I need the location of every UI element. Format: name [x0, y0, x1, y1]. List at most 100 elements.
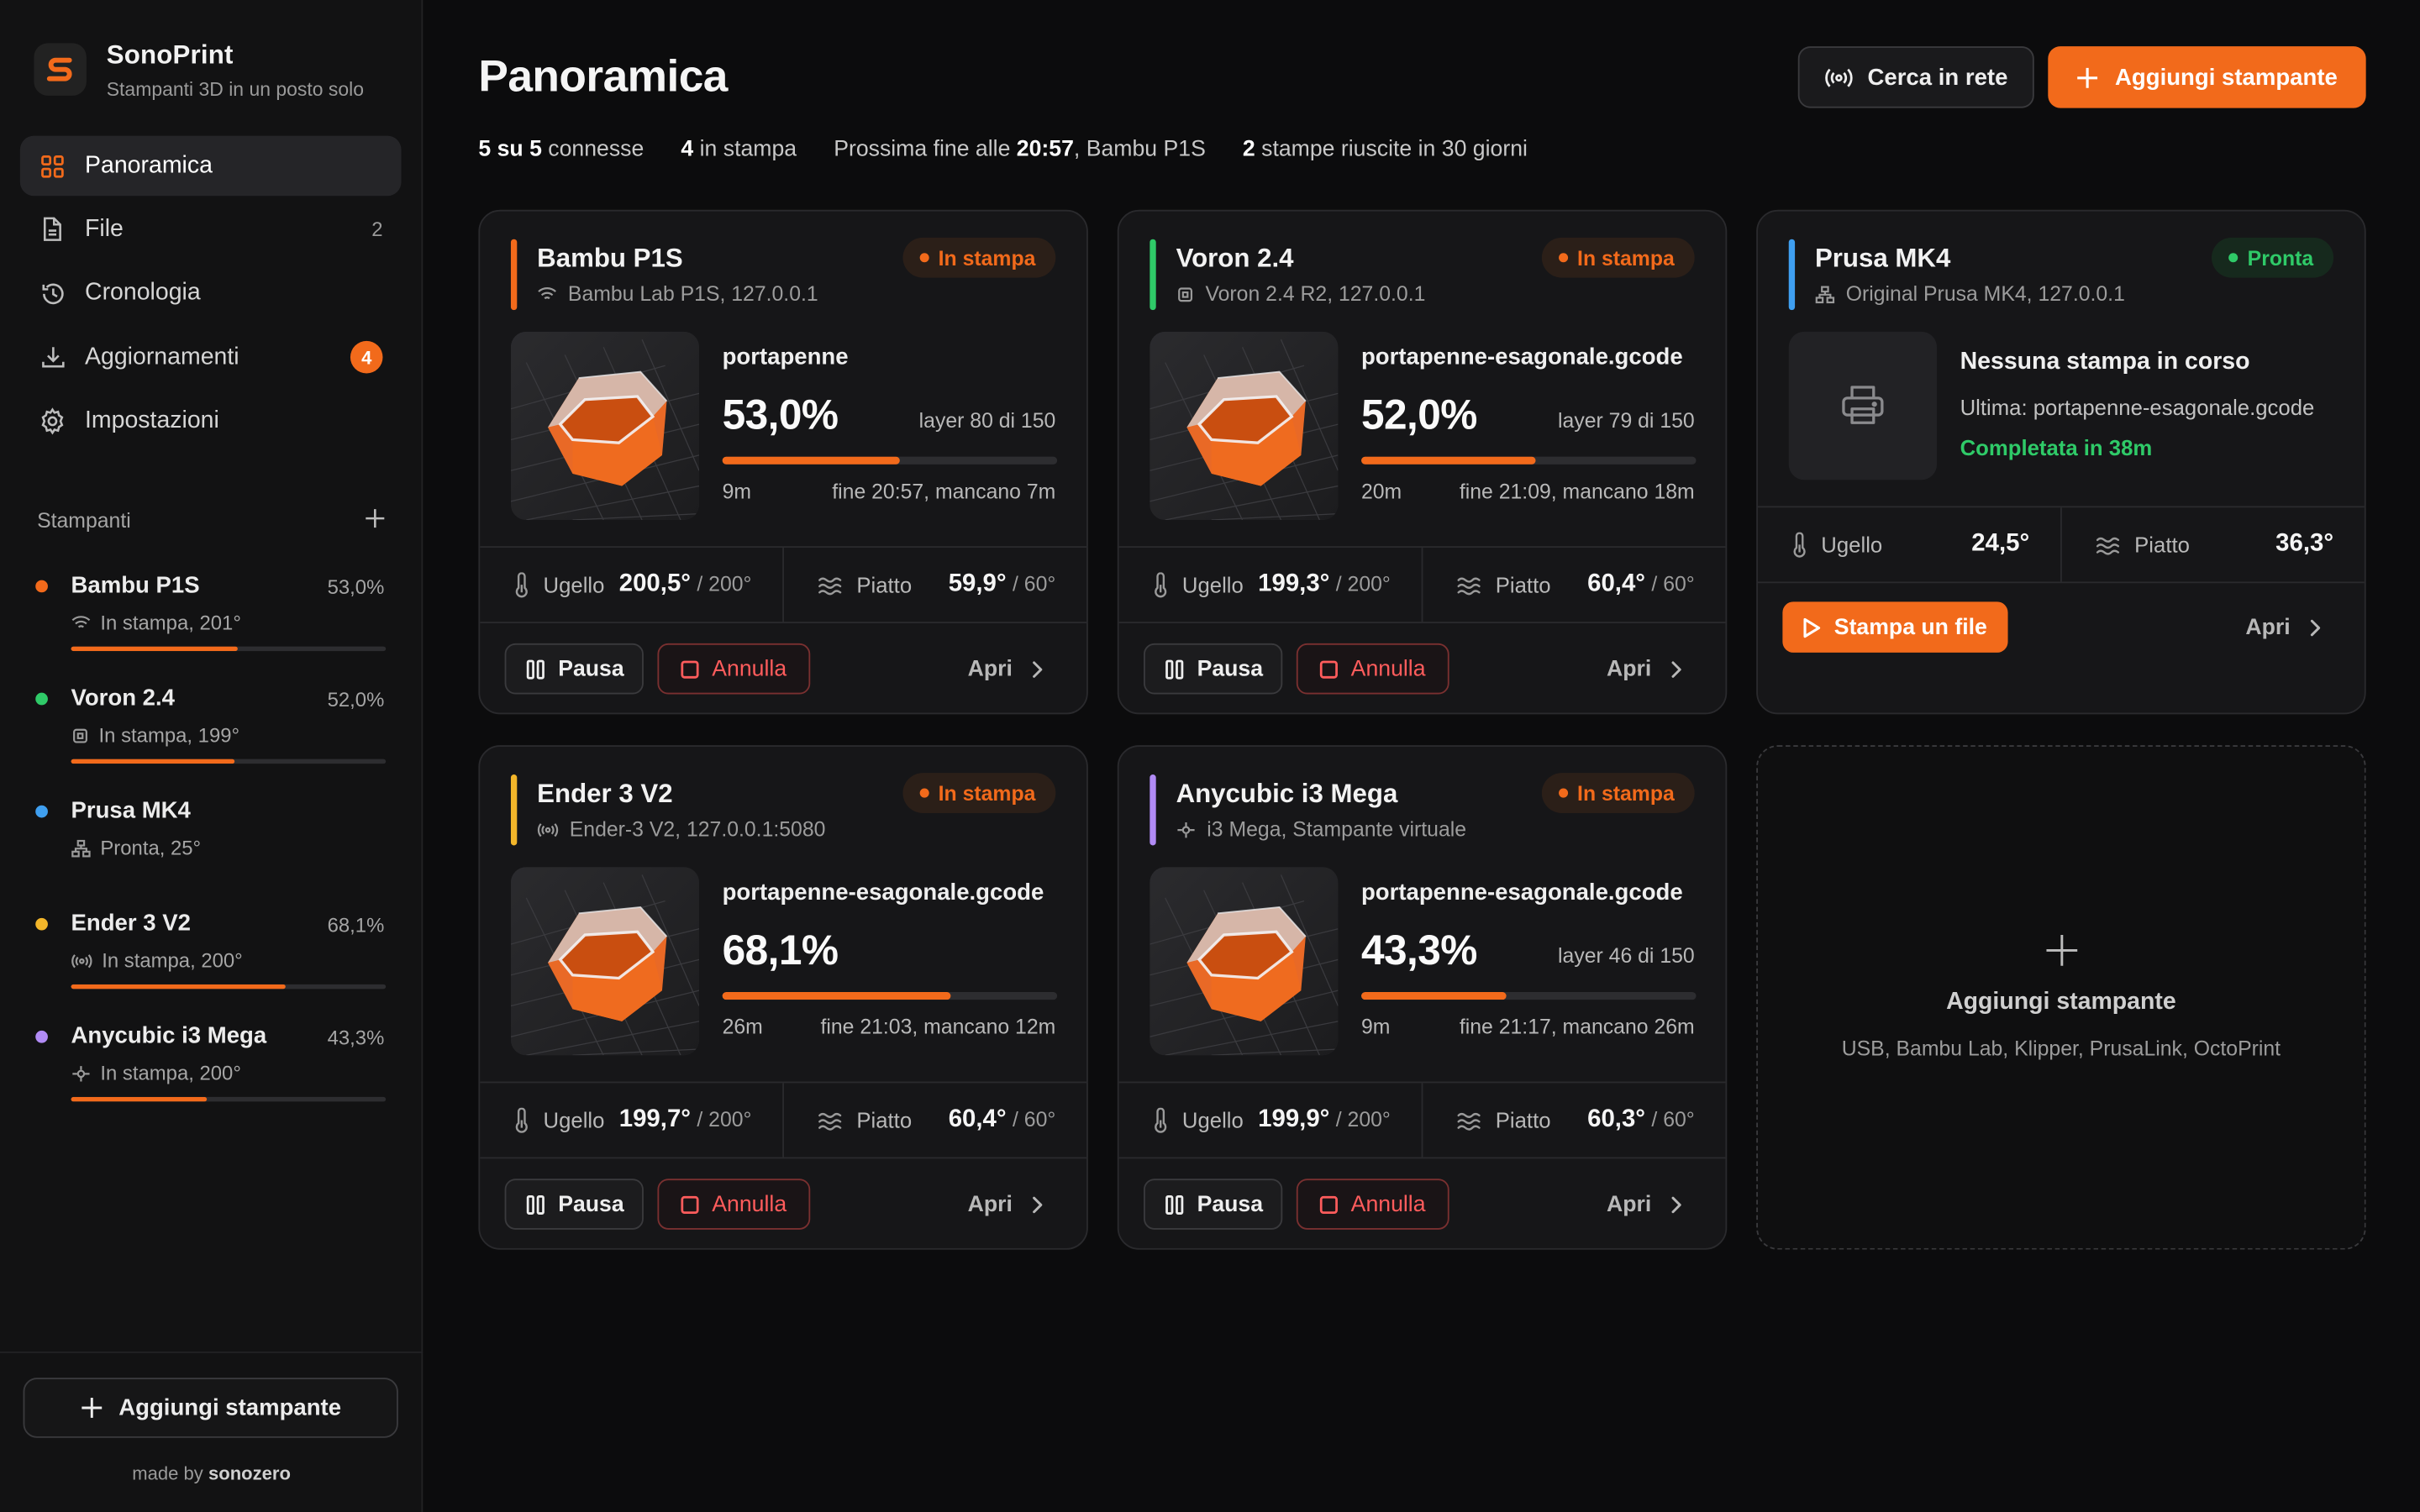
print-thumbnail: [1150, 867, 1339, 1056]
open-button[interactable]: Apri: [1607, 1179, 1682, 1230]
nozzle-temp: Ugello 199,7°/ 200°: [480, 1083, 782, 1157]
printer-progress-text: 52,0%: [327, 688, 385, 711]
status-dot: [35, 805, 48, 818]
sidebar-printer-prusa-mk4[interactable]: Prusa MK4 Pronta, 25°: [34, 793, 386, 906]
broadcast-icon: [1824, 67, 1854, 87]
stop-icon: [681, 659, 700, 678]
nav-item-impostazioni[interactable]: Impostazioni: [20, 391, 402, 452]
nav-label: Panoramica: [85, 151, 213, 179]
cancel-button[interactable]: Annulla: [657, 643, 811, 695]
job-eta: fine 21:17, mancano 26m: [1459, 1015, 1695, 1039]
nav-label: Cronologia: [85, 279, 201, 307]
nav-item-panoramica[interactable]: Panoramica: [19, 135, 402, 197]
printer-progress-text: 53,0%: [327, 575, 385, 599]
add-printer-button[interactable]: Aggiungi stampante: [2048, 46, 2366, 108]
pause-icon: [524, 658, 546, 680]
plus-icon: [2076, 66, 2100, 89]
sidebar-printer-voron-2-4[interactable]: Voron 2.4 52,0% In stampa, 199°: [34, 680, 387, 793]
nav-label: Impostazioni: [85, 407, 219, 434]
job-layer: layer 79 di 150: [1558, 408, 1695, 433]
job-eta: fine 21:03, mancano 12m: [820, 1015, 1056, 1039]
printer-icon: [1788, 331, 1938, 480]
temperatures: Ugello 199,3°/ 200° Piatto 60,4°/ 60°: [1118, 546, 1726, 624]
add-printer-card[interactable]: Aggiungi stampante USB, Bambu Lab, Klipp…: [1756, 745, 2366, 1250]
bed-temp: Piatto 60,4°/ 60°: [782, 1083, 1086, 1158]
last-job: Ultima: portapenne-esagonale.gcode: [1960, 395, 2315, 420]
job-layer: layer 46 di 150: [1558, 944, 1695, 968]
scan-network-button[interactable]: Cerca in rete: [1797, 46, 2034, 108]
printer-model: Bambu Lab P1S, 127.0.0.1: [537, 282, 818, 306]
printer-name: Ender 3 V2: [71, 910, 191, 937]
open-button[interactable]: Apri: [1607, 643, 1682, 695]
sidebar-printer-ender-3-v2[interactable]: Ender 3 V2 68,1% In stampa, 200°: [34, 906, 387, 1018]
nav-item-aggiornamenti[interactable]: Aggiornamenti 4: [20, 328, 402, 388]
add-card-subtitle: USB, Bambu Lab, Klipper, PrusaLink, Octo…: [1841, 1037, 2281, 1060]
heat-waves-icon: [1457, 575, 1481, 595]
nav-item-file[interactable]: File 2: [20, 200, 402, 260]
open-button[interactable]: Apri: [2245, 601, 2321, 653]
nozzle-temp: Ugello 24,5°: [1758, 507, 2060, 581]
job-elapsed: 9m: [1360, 1015, 1391, 1039]
printer-name[interactable]: Anycubic i3 Mega: [1176, 779, 1398, 809]
stop-icon: [1320, 1194, 1339, 1214]
job-progress-bar: [1360, 456, 1697, 465]
gear-icon: [39, 407, 66, 435]
printer-name[interactable]: Bambu P1S: [537, 244, 683, 274]
broadcast-icon: [71, 953, 92, 968]
printer-status: In stampa, 200°: [71, 949, 243, 972]
open-button[interactable]: Apri: [968, 643, 1044, 695]
card-actions: Pausa Annulla Apri: [1143, 643, 1695, 695]
network-icon: [1815, 285, 1835, 303]
printer-card-prusa-mk4: Prusa MK4 Original Prusa MK4, 127.0.0.1 …: [1756, 209, 2366, 715]
printer-name[interactable]: Voron 2.4: [1176, 244, 1294, 274]
open-button[interactable]: Apri: [968, 1179, 1044, 1230]
pause-button[interactable]: Pausa: [1143, 1179, 1283, 1230]
cancel-button[interactable]: Annulla: [1296, 643, 1449, 695]
printer-name: Voron 2.4: [71, 685, 176, 711]
nav-item-cronologia[interactable]: Cronologia: [20, 264, 402, 324]
bed-temp: Piatto 59,9°/ 60°: [782, 548, 1086, 622]
sidebar-printer-anycubic-i3-mega[interactable]: Anycubic i3 Mega 43,3% In stampa, 200°: [34, 1018, 387, 1131]
main-nav: Panoramica File 2 Cronologia Aggiorname: [19, 135, 402, 455]
job-file-name: portapenne-esagonale.gcode: [1360, 344, 1683, 370]
stat-printing: 4 in stampa: [681, 137, 797, 162]
chevron-right-icon: [2309, 618, 2322, 637]
pause-icon: [1163, 1194, 1185, 1215]
pause-icon: [524, 1194, 546, 1215]
printer-progress-bar: [71, 759, 387, 764]
cancel-button[interactable]: Annulla: [1296, 1179, 1449, 1230]
file-count: 2: [371, 218, 383, 242]
printer-progress-text: 43,3%: [327, 1026, 385, 1049]
stat-connected: 5 su 5 connesse: [478, 137, 644, 162]
app-tagline: Stampanti 3D in un posto solo: [106, 78, 365, 101]
plus-icon: [80, 1396, 103, 1420]
printer-name[interactable]: Prusa MK4: [1814, 244, 1951, 274]
printer-name[interactable]: Ender 3 V2: [537, 779, 673, 809]
virtual-icon: [71, 1063, 91, 1082]
print-file-button[interactable]: Stampa un file: [1782, 601, 2008, 653]
add-printer-plus-icon[interactable]: [364, 507, 386, 533]
pause-button[interactable]: Pausa: [1143, 643, 1283, 695]
heat-waves-icon: [1457, 1110, 1481, 1131]
brand[interactable]: SonoPrint Stampanti 3D in un posto solo: [34, 40, 364, 101]
made-by-name[interactable]: sonozero: [208, 1462, 291, 1484]
sidebar-printer-bambu-p1s[interactable]: Bambu P1S 53,0% In stampa, 201°: [34, 568, 387, 680]
sidebar-add-printer-button[interactable]: Aggiungi stampante: [23, 1378, 398, 1438]
print-thumbnail: [510, 867, 700, 1056]
nozzle-temp: Ugello 199,9°/ 200°: [1119, 1083, 1422, 1157]
cancel-button[interactable]: Annulla: [657, 1179, 811, 1230]
virtual-icon: [1176, 820, 1197, 838]
idle-title: Nessuna stampa in corso: [1960, 349, 2250, 375]
file-icon: [39, 216, 66, 244]
card-accent: [510, 774, 518, 846]
pause-button[interactable]: Pausa: [504, 1179, 644, 1230]
printer-status: In stampa, 199°: [71, 723, 239, 747]
card-actions: Pausa Annulla Apri: [1143, 1179, 1695, 1230]
chevron-right-icon: [1670, 1195, 1682, 1214]
card-actions: Pausa Annulla Apri: [504, 643, 1056, 695]
job-progress-percent: 52,0%: [1360, 391, 1477, 438]
chevron-right-icon: [1031, 1195, 1044, 1214]
status-badge: In stampa: [1541, 773, 1695, 813]
printer-status: In stampa, 200°: [71, 1062, 241, 1084]
pause-button[interactable]: Pausa: [504, 643, 644, 695]
